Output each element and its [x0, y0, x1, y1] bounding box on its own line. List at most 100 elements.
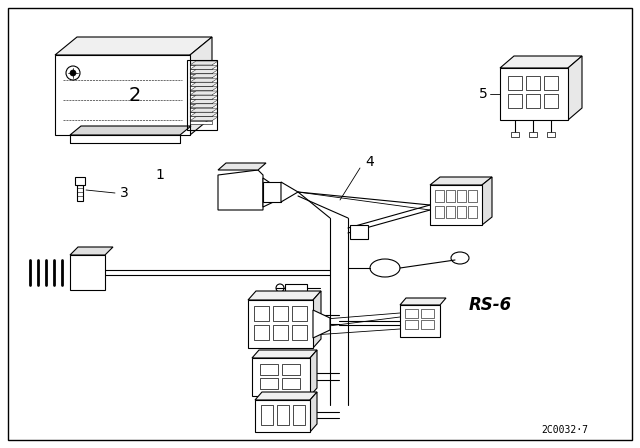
Bar: [435, 206, 444, 218]
Polygon shape: [430, 177, 492, 185]
Bar: [187, 60, 217, 130]
Bar: [260, 378, 278, 389]
Bar: [526, 94, 540, 108]
Bar: [285, 284, 307, 293]
Bar: [292, 325, 307, 340]
Bar: [292, 306, 307, 321]
Polygon shape: [190, 61, 218, 65]
Polygon shape: [252, 350, 317, 358]
Bar: [282, 364, 300, 375]
Bar: [190, 82, 212, 86]
Bar: [277, 405, 289, 425]
Polygon shape: [190, 37, 212, 135]
Polygon shape: [190, 112, 218, 116]
Bar: [190, 112, 212, 116]
Bar: [273, 306, 288, 321]
Polygon shape: [190, 91, 218, 95]
Polygon shape: [190, 74, 218, 78]
Bar: [508, 94, 522, 108]
Text: 4: 4: [365, 155, 374, 169]
Bar: [252, 358, 310, 396]
Text: 1: 1: [156, 168, 164, 182]
Polygon shape: [281, 182, 298, 202]
Bar: [190, 95, 212, 99]
Bar: [263, 182, 281, 202]
Bar: [70, 255, 105, 290]
Bar: [350, 225, 368, 239]
Circle shape: [70, 70, 76, 76]
Polygon shape: [70, 247, 113, 255]
Polygon shape: [313, 291, 321, 348]
Bar: [547, 132, 555, 137]
Polygon shape: [70, 126, 191, 135]
Bar: [405, 309, 418, 318]
Bar: [421, 309, 434, 318]
Text: RS-6: RS-6: [468, 296, 511, 314]
Polygon shape: [310, 392, 317, 432]
Polygon shape: [500, 56, 582, 68]
Bar: [190, 86, 212, 90]
Bar: [511, 132, 519, 137]
Bar: [75, 177, 85, 185]
Polygon shape: [190, 82, 218, 86]
Bar: [468, 190, 477, 202]
Bar: [457, 206, 466, 218]
Polygon shape: [190, 108, 218, 112]
Text: 2C0032·7: 2C0032·7: [541, 425, 589, 435]
Bar: [190, 103, 212, 107]
Bar: [446, 206, 455, 218]
Bar: [55, 55, 190, 135]
Bar: [190, 116, 212, 120]
Polygon shape: [255, 392, 317, 400]
Polygon shape: [190, 104, 218, 108]
Bar: [500, 68, 568, 120]
Polygon shape: [482, 177, 492, 225]
Bar: [435, 190, 444, 202]
Bar: [508, 76, 522, 90]
Bar: [421, 320, 434, 329]
Bar: [190, 99, 212, 103]
Polygon shape: [568, 56, 582, 120]
Bar: [293, 405, 305, 425]
Polygon shape: [400, 298, 446, 305]
Text: 5: 5: [479, 87, 488, 101]
Polygon shape: [218, 170, 263, 210]
Polygon shape: [248, 291, 321, 300]
Bar: [430, 185, 482, 225]
Bar: [255, 400, 310, 432]
Polygon shape: [55, 37, 212, 55]
Polygon shape: [190, 117, 218, 121]
Bar: [282, 378, 300, 389]
Bar: [529, 132, 537, 137]
Bar: [468, 206, 477, 218]
Bar: [446, 190, 455, 202]
Bar: [457, 190, 466, 202]
Bar: [190, 65, 212, 69]
Bar: [544, 94, 558, 108]
Polygon shape: [313, 310, 330, 338]
Bar: [260, 364, 278, 375]
Bar: [190, 90, 212, 95]
Bar: [190, 73, 212, 77]
Bar: [190, 69, 212, 73]
Bar: [526, 76, 540, 90]
Bar: [190, 121, 212, 125]
Text: 3: 3: [120, 186, 129, 200]
Polygon shape: [263, 178, 288, 207]
Polygon shape: [190, 99, 218, 103]
Bar: [544, 76, 558, 90]
Bar: [190, 78, 212, 82]
Bar: [190, 108, 212, 112]
Bar: [261, 405, 273, 425]
Bar: [254, 325, 269, 340]
Polygon shape: [190, 87, 218, 90]
Polygon shape: [310, 350, 317, 396]
Polygon shape: [190, 65, 218, 69]
Bar: [405, 320, 418, 329]
Polygon shape: [190, 69, 218, 73]
Polygon shape: [218, 163, 266, 170]
Polygon shape: [190, 95, 218, 99]
Bar: [77, 185, 83, 201]
Bar: [254, 306, 269, 321]
Polygon shape: [190, 78, 218, 82]
